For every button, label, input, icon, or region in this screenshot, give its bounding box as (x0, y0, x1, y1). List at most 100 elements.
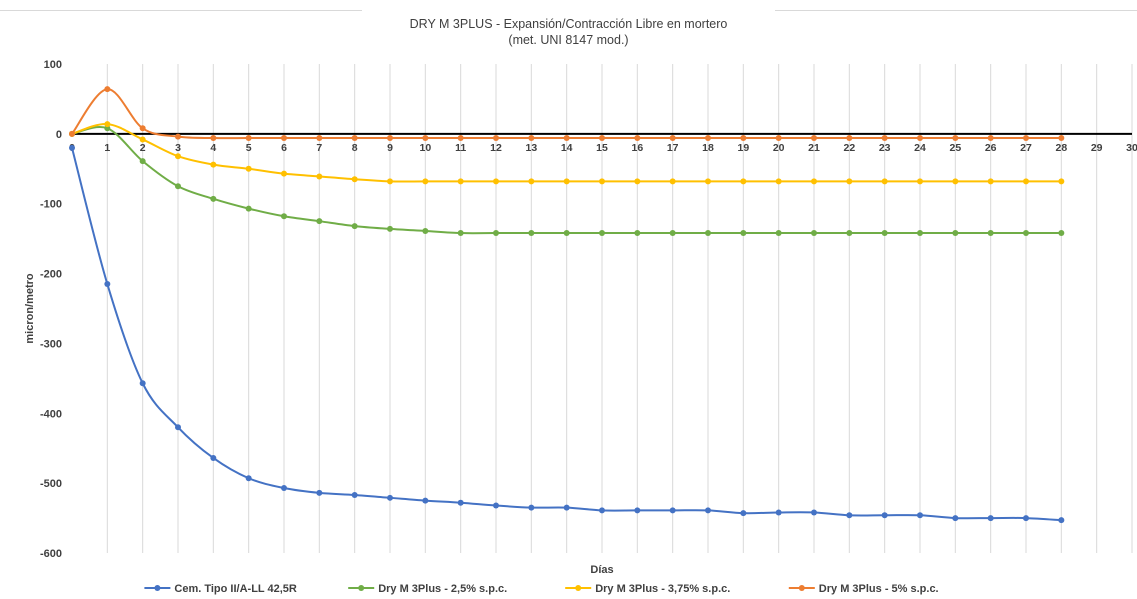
x-tick-label: 17 (667, 142, 679, 154)
data-point (987, 230, 994, 237)
y-tick-label: -100 (40, 199, 62, 211)
x-tick-label: 30 (1126, 142, 1137, 154)
data-point (351, 492, 358, 499)
x-tick-label: 13 (525, 142, 537, 154)
legend-label: Dry M 3Plus - 5% s.p.c. (819, 583, 939, 595)
x-tick-label: 4 (210, 142, 216, 154)
data-point (457, 230, 464, 237)
data-point (634, 135, 641, 142)
data-point (846, 178, 853, 185)
y-tick-label: -600 (40, 548, 62, 560)
data-point (457, 135, 464, 142)
x-tick-label: 2 (140, 142, 146, 154)
legend-label: Dry M 3Plus - 2,5% s.p.c. (378, 583, 507, 595)
data-point (457, 499, 464, 506)
data-point (175, 153, 181, 160)
data-point (316, 489, 323, 496)
data-point (351, 223, 358, 230)
data-point (563, 504, 570, 511)
data-point (387, 225, 393, 232)
data-point (281, 485, 287, 492)
data-point (563, 178, 570, 185)
data-point (210, 135, 217, 142)
x-tick-label: 29 (1091, 142, 1103, 154)
data-point (245, 135, 252, 142)
data-point (281, 170, 287, 177)
x-tick-label: 9 (387, 142, 393, 154)
data-point (422, 135, 429, 142)
data-point (881, 135, 888, 142)
data-point (775, 178, 782, 185)
data-point (669, 230, 676, 237)
data-point (210, 161, 217, 168)
legend-marker (154, 585, 161, 591)
data-point (422, 227, 429, 234)
data-point (351, 176, 358, 183)
y-tick-label: -400 (40, 408, 62, 420)
data-point (740, 135, 747, 142)
x-tick-label: 14 (561, 142, 573, 154)
data-point (351, 135, 358, 142)
data-point (669, 507, 676, 514)
data-point (634, 178, 641, 185)
data-point (528, 230, 535, 237)
x-tick-label: 25 (949, 142, 961, 154)
data-point (634, 230, 641, 237)
series-group (69, 121, 1065, 185)
data-point (139, 125, 146, 132)
x-tick-label: 3 (175, 142, 181, 154)
data-point (1058, 517, 1065, 524)
data-point (952, 515, 959, 522)
top-divider-left (0, 10, 362, 11)
chart-title: DRY M 3PLUS - Expansión/Contracción Libr… (409, 17, 728, 31)
series-group (69, 86, 1065, 142)
data-point (599, 178, 605, 185)
data-point (917, 230, 923, 237)
data-point (917, 178, 923, 185)
x-tick-label: 23 (879, 142, 891, 154)
data-point (316, 173, 323, 180)
data-point (705, 507, 711, 514)
data-point (846, 135, 853, 142)
data-point (457, 178, 464, 185)
data-point (952, 135, 959, 142)
x-tick-label: 7 (316, 142, 322, 154)
x-tick-label: 19 (737, 142, 749, 154)
data-point (740, 510, 747, 517)
data-point (1058, 178, 1065, 185)
data-point (69, 144, 75, 151)
data-point (139, 158, 146, 165)
data-point (705, 135, 711, 142)
data-point (387, 135, 393, 142)
data-point (493, 178, 499, 185)
data-point (599, 230, 605, 237)
x-tick-label: 22 (843, 142, 855, 154)
data-point (987, 178, 994, 185)
data-point (245, 205, 252, 212)
data-point (528, 135, 535, 142)
data-point (528, 504, 535, 511)
data-point (387, 494, 393, 501)
legend-item: Dry M 3Plus - 3,75% s.p.c. (565, 583, 730, 595)
y-tick-label: -500 (40, 478, 62, 490)
x-tick-label: 8 (352, 142, 358, 154)
data-point (104, 86, 111, 93)
data-point (917, 135, 923, 142)
chart-subtitle: (met. UNI 8147 mod.) (508, 33, 629, 47)
data-point (775, 230, 782, 237)
x-tick-label: 12 (490, 142, 502, 154)
data-point (599, 135, 605, 142)
data-point (210, 195, 217, 202)
data-point (1023, 135, 1029, 142)
legend-item: Dry M 3Plus - 2,5% s.p.c. (348, 583, 507, 595)
data-point (493, 135, 499, 142)
data-point (175, 133, 181, 140)
data-point (245, 475, 252, 482)
data-point (316, 218, 323, 225)
legend-item: Cem. Tipo II/A-LL 42,5R (144, 583, 297, 595)
data-point (1058, 135, 1065, 142)
x-tick-label: 20 (773, 142, 785, 154)
data-point (422, 178, 429, 185)
legend-item: Dry M 3Plus - 5% s.p.c. (788, 583, 939, 595)
